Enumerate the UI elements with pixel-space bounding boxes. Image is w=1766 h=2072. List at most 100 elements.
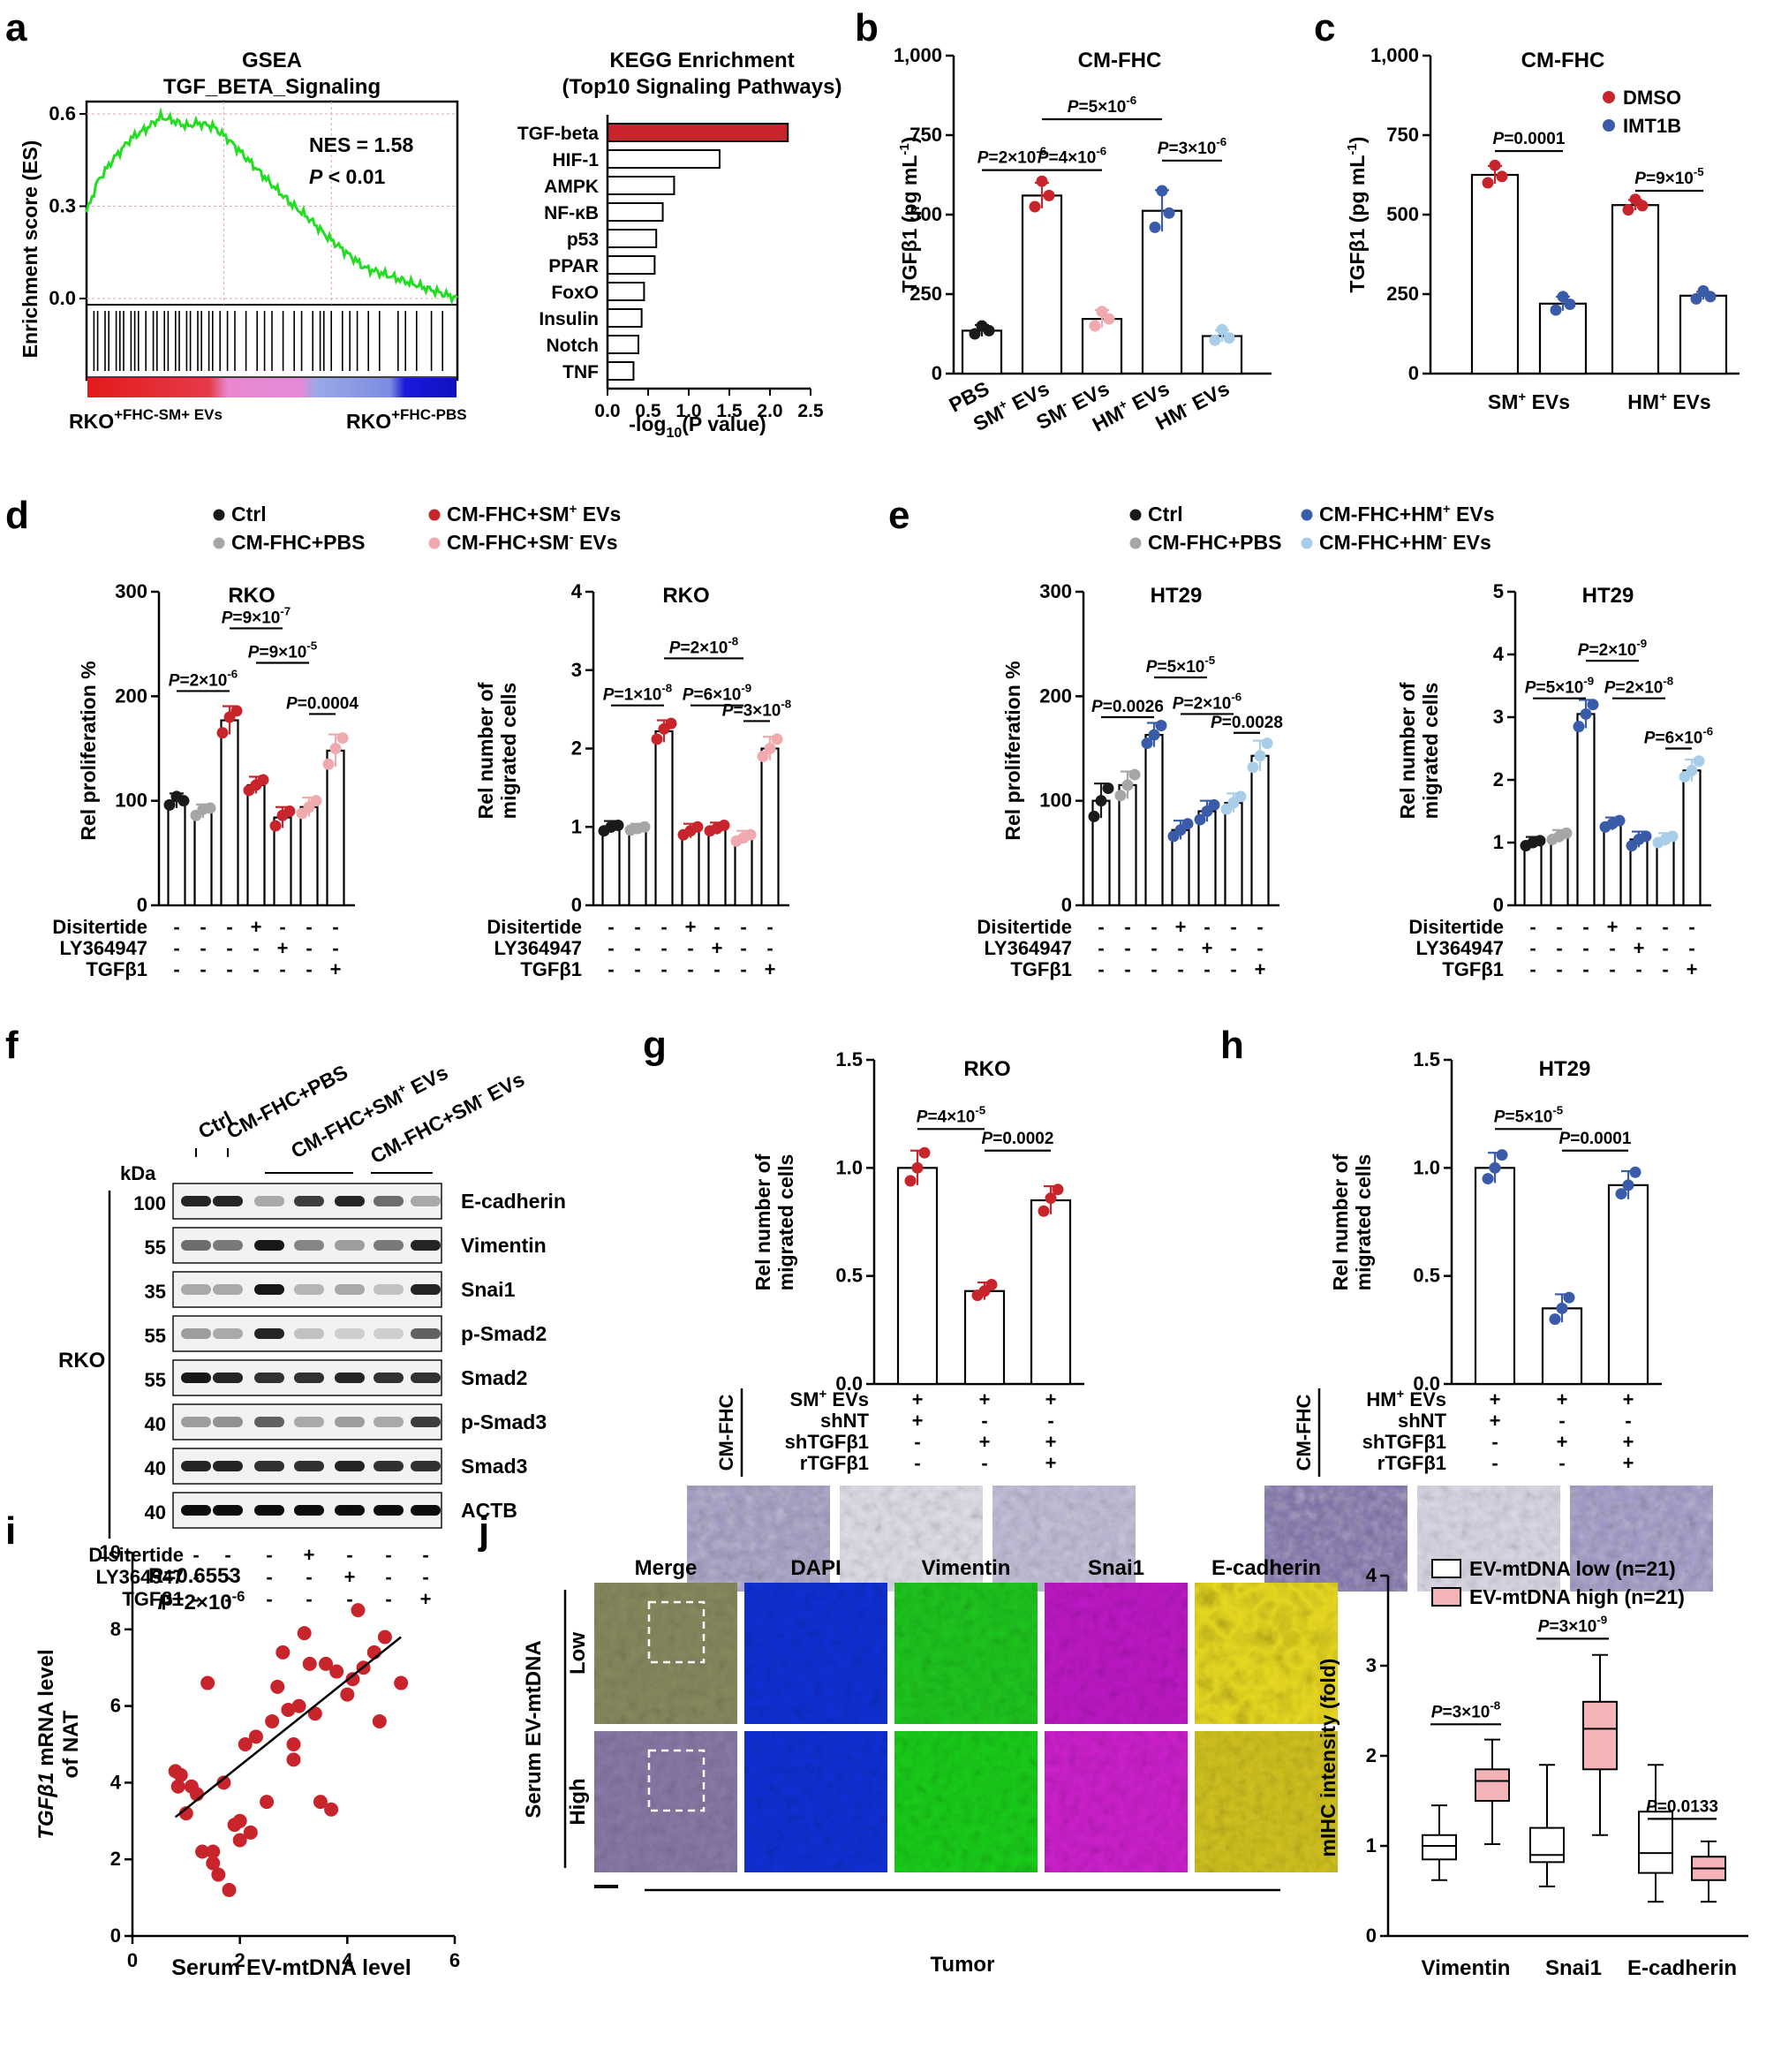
i-point-20 [291,1698,306,1713]
e2-p4-label-p: P [1644,730,1656,748]
f-sign-0-6: - [422,1544,428,1566]
c-dot-2-0 [1622,204,1634,216]
e2-p2-label-exp: -9 [1636,637,1647,650]
b-dot-1-2 [1043,189,1055,201]
b-ytick-label-3: 750 [909,124,942,146]
f-band-4-1 [213,1373,243,1383]
e1-sign-0-6: - [1257,916,1263,938]
e2-treat-2: TGFβ1 [1442,958,1504,980]
e2-sign-1-1: - [1556,937,1562,959]
d1-sign-1-2: - [226,937,232,959]
h-sign-2-1: + [1557,1431,1568,1453]
e1-dot-1-1 [1121,779,1134,791]
i-p-exp: -6 [232,1588,245,1605]
b-ytick-label-0: 0 [932,362,942,384]
e2-p2-label-val: =2×10 [1589,641,1636,660]
e2-sign-0-6: - [1688,916,1694,938]
kegg-category-5: PPAR [548,256,599,276]
d2-sign-1-2: - [660,937,667,959]
j-tumor: Tumor [931,1953,995,1977]
kegg-bar-8 [607,335,639,354]
e2-p3-label-exp: -8 [1663,675,1673,688]
d2-sign-2-3: - [687,958,693,980]
jb-p2-label-p: P [1538,1617,1550,1636]
d2-treat-2: TGFβ1 [520,958,582,980]
e1-p3-label-exp: -6 [1231,690,1241,703]
h-sign-3-0: - [1491,1452,1498,1474]
gsea-ytick-label-2: 0.0 [49,287,76,309]
e1-bar-2 [1144,734,1164,907]
c-legend-dot-1 [1603,119,1615,132]
i-r: R=0.6553 [148,1564,241,1588]
c-xlabel-1-b: EVs [1667,390,1711,413]
legend-e-dot-1 [1129,537,1142,549]
i-ytick-label-1: 2 [110,1848,121,1870]
g-sign-0-1: + [979,1388,991,1410]
c-xlabel-1-s: + [1659,389,1667,405]
e1-bar-5 [1224,801,1243,907]
jb-p3-label-val: =0.0133 [1657,1797,1718,1816]
d1-sign-2-2: - [226,958,232,980]
g-p2-label: P=0.0002 [982,1130,1054,1148]
e2-dot-2-1 [1580,707,1592,720]
legend-e-label-2-s: + [1443,502,1451,517]
panel-letter-e: e [888,494,909,537]
f-band-7-0 [181,1505,211,1516]
h-ytick-label-2: 1.0 [1413,1156,1440,1178]
h-dot-2-2 [1629,1166,1641,1178]
h-dot-1-2 [1563,1291,1575,1304]
d1-bar-6 [326,749,345,907]
e2-ytick-label-2: 2 [1493,768,1504,790]
f-band-7-5 [374,1505,404,1516]
i-point-37 [243,1825,258,1840]
h-p1-label-p: P [1494,1108,1506,1126]
i-p-p: P [157,1591,172,1614]
f-sign-0-3: + [304,1544,315,1566]
kegg-subtitle: (Top10 Signaling Pathways) [562,75,842,99]
d1-sign-1-4: + [277,937,289,959]
jb-cat-2: E-cadherin [1627,1956,1737,1980]
panel-letter-g: g [643,1024,667,1067]
kegg-bar-4 [607,229,658,248]
c-dot-0-2 [1496,170,1508,183]
i-point-13 [248,1729,263,1744]
c-ylabel: TGFβ1 (pg mL-1) [1345,137,1369,293]
kegg-bar-7 [607,308,643,328]
c-dot-2-2 [1636,200,1649,212]
d2-p1-label-p: P [603,686,615,705]
h-sign-2-0: - [1491,1431,1498,1453]
f-blot-frame-2 [172,1271,442,1308]
kegg-category-1: HIF-1 [553,150,600,170]
d1-p3-label: P=9×10-5 [248,639,318,662]
gsea-left-label: RKO+FHC-SM+ EVs [69,406,223,433]
d1-sign-2-3: - [253,958,259,980]
g-bar-2 [1030,1199,1072,1386]
i-point-14 [260,1795,275,1810]
e1-treat-0: Disitertide [977,916,1072,938]
e1-sign-2-0: - [1098,958,1104,980]
b-dot-1-0 [1029,200,1041,213]
f-band-4-6 [411,1373,441,1383]
i-point-18 [281,1702,296,1717]
jb-box-2-0 [1638,1811,1673,1874]
kegg-bar-6 [607,282,645,301]
d1-bar-1 [193,810,213,907]
d2-sign-2-6: + [765,958,776,980]
e1-sign-0-1: - [1124,916,1130,938]
i-p-val: =2×10 [172,1591,232,1614]
panel-letter-j: j [478,1509,489,1553]
c-bar-3 [1679,294,1728,375]
e1-treat-2: TGFβ1 [1010,958,1072,980]
g-sign-3-0: - [914,1452,920,1474]
j-img-tex-1-4 [1195,1731,1338,1872]
e2-p1-label: P=5×10-9 [1525,675,1594,698]
legend-e-dot-0 [1129,509,1142,521]
d2-ylabel-2: migrated cells [497,683,520,820]
d1-sign-2-1: - [200,958,206,980]
i-point-19 [286,1737,301,1751]
i-ylabel: TGFβ1 mRNA level [34,1649,58,1839]
d2-ytick-label-0: 0 [571,894,582,916]
f-band-6-6 [411,1461,441,1471]
f-band-6-4 [335,1461,365,1471]
d2-bar-4 [707,827,727,907]
